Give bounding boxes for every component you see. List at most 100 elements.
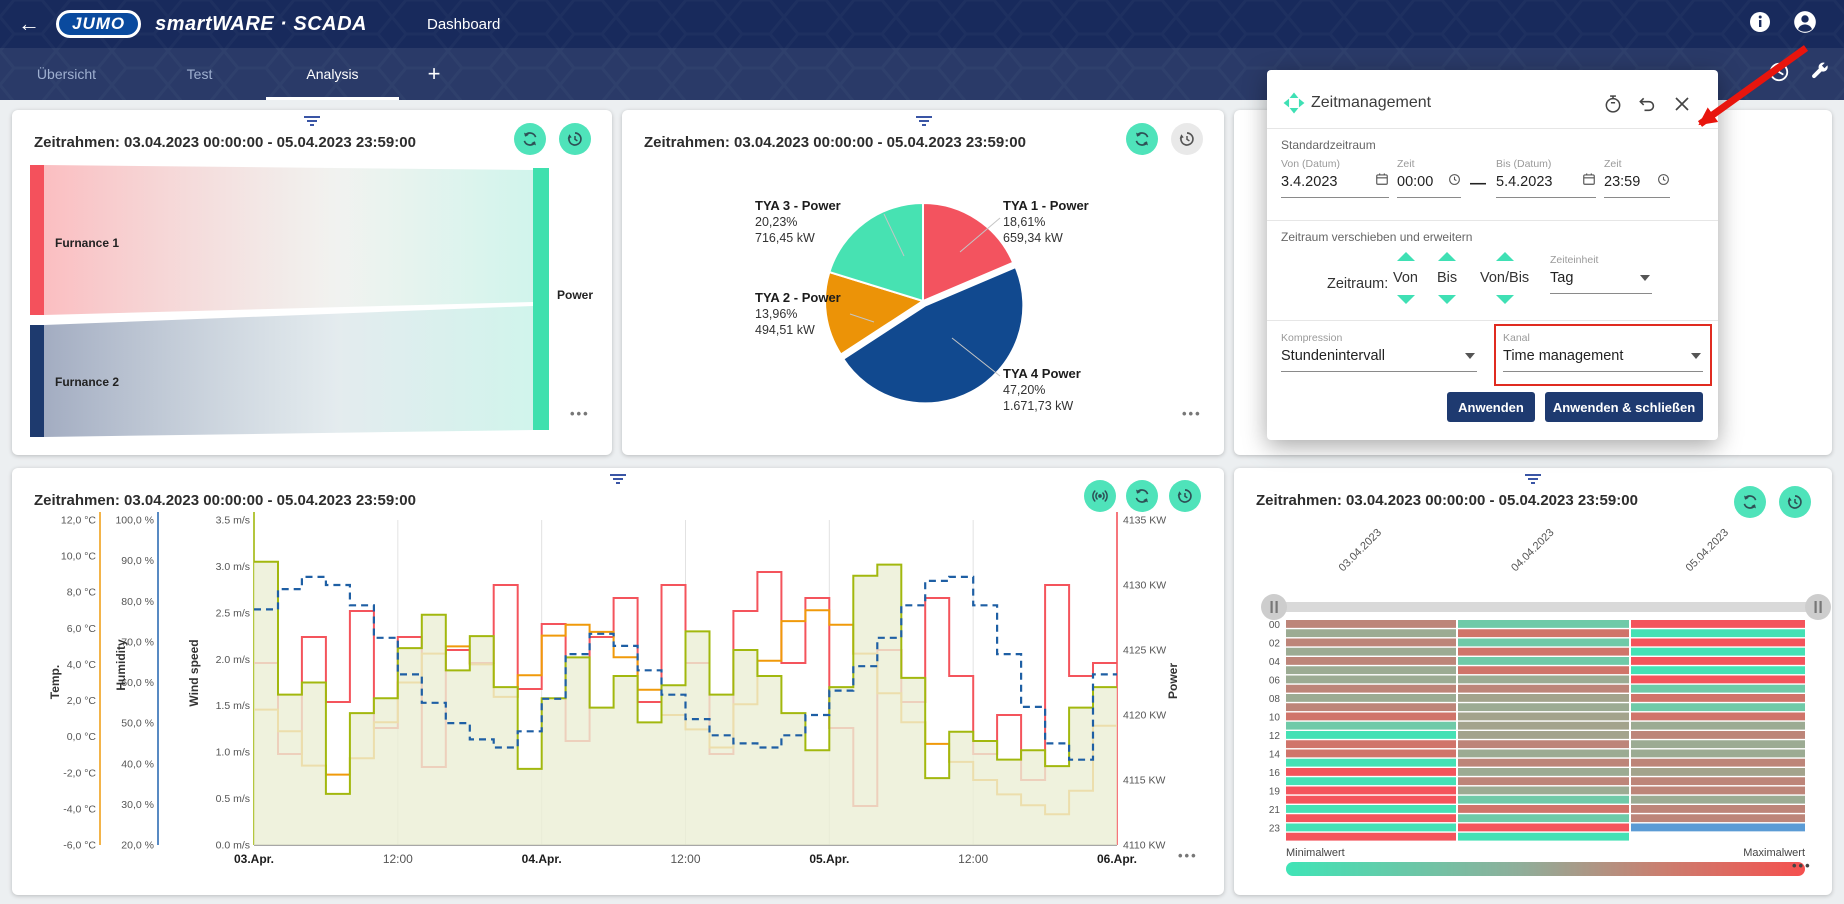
heatmap-cell[interactable] bbox=[1286, 684, 1456, 693]
heatmap-cell[interactable] bbox=[1458, 786, 1629, 795]
anwenden-button[interactable]: Anwenden bbox=[1447, 392, 1535, 422]
tab-analysis[interactable]: Analysis bbox=[266, 48, 399, 100]
tab-uebersicht[interactable]: Übersicht bbox=[36, 66, 97, 82]
more-options-icon[interactable]: ••• bbox=[1792, 858, 1812, 873]
increase-bis-icon[interactable] bbox=[1438, 252, 1457, 261]
decrease-von-icon[interactable] bbox=[1396, 295, 1415, 304]
heatmap-cell[interactable] bbox=[1286, 675, 1456, 684]
slider-handle[interactable] bbox=[1261, 594, 1287, 620]
increase-vonbis-icon[interactable] bbox=[1495, 252, 1514, 261]
clock-icon[interactable] bbox=[1448, 173, 1461, 189]
history-button[interactable] bbox=[559, 123, 591, 155]
heatmap-cell[interactable] bbox=[1458, 823, 1629, 832]
refresh-button[interactable] bbox=[1126, 123, 1158, 155]
wrench-icon[interactable] bbox=[1808, 61, 1830, 88]
heatmap-cell[interactable] bbox=[1458, 620, 1629, 628]
heatmap-cell[interactable] bbox=[1631, 712, 1805, 721]
bis-datum-field[interactable]: Bis (Datum) 5.4.2023 bbox=[1496, 158, 1596, 198]
heatmap-cell[interactable] bbox=[1458, 777, 1629, 786]
heatmap-cell[interactable] bbox=[1286, 805, 1456, 813]
live-button[interactable] bbox=[1084, 480, 1116, 512]
heatmap-cell[interactable] bbox=[1458, 814, 1629, 823]
heatmap-cell[interactable] bbox=[1631, 657, 1805, 665]
heatmap-cell[interactable] bbox=[1286, 712, 1456, 721]
heatmap-cell[interactable] bbox=[1631, 684, 1805, 693]
heatmap-cell[interactable] bbox=[1286, 832, 1456, 841]
heatmap-cell[interactable] bbox=[1286, 703, 1456, 712]
heatmap-cell[interactable] bbox=[1631, 675, 1805, 684]
history-button[interactable] bbox=[1169, 480, 1201, 512]
close-icon[interactable] bbox=[1673, 95, 1691, 116]
heatmap-cell[interactable] bbox=[1286, 620, 1456, 628]
heatmap-cell[interactable] bbox=[1631, 666, 1805, 675]
zeit-bis-field[interactable]: Zeit 23:59 bbox=[1604, 158, 1670, 198]
heatmap-cell[interactable] bbox=[1286, 721, 1456, 730]
zeit-von-field[interactable]: Zeit 00:00 bbox=[1397, 158, 1461, 198]
more-options-icon[interactable]: ••• bbox=[570, 406, 590, 421]
heatmap-cell[interactable] bbox=[1286, 731, 1456, 739]
time-management-icon[interactable] bbox=[1768, 61, 1790, 88]
heatmap-cell[interactable] bbox=[1286, 638, 1456, 647]
heatmap-cell[interactable] bbox=[1458, 758, 1629, 767]
heatmap-cell[interactable] bbox=[1631, 694, 1805, 702]
heatmap-cell[interactable] bbox=[1286, 814, 1456, 823]
more-options-icon[interactable]: ••• bbox=[1182, 406, 1202, 421]
undo-icon[interactable] bbox=[1637, 95, 1657, 118]
filter-icon[interactable] bbox=[302, 116, 322, 130]
history-button[interactable] bbox=[1779, 486, 1811, 518]
heatmap-cell[interactable] bbox=[1631, 758, 1805, 767]
more-options-icon[interactable]: ••• bbox=[1178, 848, 1198, 863]
heatmap-cell[interactable] bbox=[1631, 777, 1805, 786]
refresh-button[interactable] bbox=[1126, 480, 1158, 512]
heatmap-cell[interactable] bbox=[1286, 777, 1456, 786]
heatmap-cell[interactable] bbox=[1286, 758, 1456, 767]
heatmap-cell[interactable] bbox=[1458, 749, 1629, 758]
heatmap-cell[interactable] bbox=[1286, 795, 1456, 804]
filter-icon[interactable] bbox=[608, 474, 628, 488]
heatmap-cell[interactable] bbox=[1286, 740, 1456, 749]
heatmap-cell[interactable] bbox=[1458, 629, 1629, 638]
anwenden-schliessen-button[interactable]: Anwenden & schließen bbox=[1545, 392, 1703, 422]
heatmap-cell[interactable] bbox=[1458, 684, 1629, 693]
heatmap-cell[interactable] bbox=[1631, 823, 1805, 832]
heatmap-cell[interactable] bbox=[1458, 832, 1629, 841]
kompression-select[interactable]: Kompression Stundenintervall bbox=[1281, 332, 1477, 372]
decrease-bis-icon[interactable] bbox=[1438, 295, 1457, 304]
heatmap-cell[interactable] bbox=[1286, 647, 1456, 656]
decrease-vonbis-icon[interactable] bbox=[1495, 295, 1514, 304]
filter-icon[interactable] bbox=[914, 116, 934, 130]
heatmap-cell[interactable] bbox=[1458, 638, 1629, 647]
heatmap-cell[interactable] bbox=[1458, 740, 1629, 749]
heatmap-cell[interactable] bbox=[1286, 666, 1456, 675]
kanal-select[interactable]: Kanal Time management bbox=[1503, 332, 1703, 372]
von-datum-field[interactable]: Von (Datum) 3.4.2023 bbox=[1281, 158, 1389, 198]
refresh-button[interactable] bbox=[514, 123, 546, 155]
heatmap-cell[interactable] bbox=[1458, 675, 1629, 684]
heatmap-cell[interactable] bbox=[1631, 629, 1805, 638]
heatmap-cell[interactable] bbox=[1458, 694, 1629, 702]
heatmap-cell[interactable] bbox=[1458, 731, 1629, 739]
timer-icon[interactable] bbox=[1603, 94, 1623, 117]
heatmap-cell[interactable] bbox=[1286, 823, 1456, 832]
heatmap-cell[interactable] bbox=[1631, 805, 1805, 813]
back-arrow-icon[interactable]: ← bbox=[18, 11, 40, 36]
heatmap-cell[interactable] bbox=[1286, 657, 1456, 665]
calendar-icon[interactable] bbox=[1375, 172, 1389, 189]
clock-icon[interactable] bbox=[1657, 173, 1670, 189]
heatmap-cell[interactable] bbox=[1631, 703, 1805, 712]
heatmap-cell[interactable] bbox=[1631, 620, 1805, 628]
heatmap-cell[interactable] bbox=[1631, 768, 1805, 776]
zeiteinheit-select[interactable]: Zeiteinheit Tag bbox=[1550, 254, 1652, 294]
heatmap-cell[interactable] bbox=[1458, 768, 1629, 776]
calendar-icon[interactable] bbox=[1582, 172, 1596, 189]
heatmap-cell[interactable] bbox=[1631, 647, 1805, 656]
heatmap-cell[interactable] bbox=[1458, 666, 1629, 675]
info-icon[interactable] bbox=[1748, 10, 1772, 39]
heatmap-cell[interactable] bbox=[1631, 638, 1805, 647]
heatmap-cell[interactable] bbox=[1286, 629, 1456, 638]
heatmap-cell[interactable] bbox=[1286, 768, 1456, 776]
slider-handle[interactable] bbox=[1805, 594, 1831, 620]
account-icon[interactable] bbox=[1792, 9, 1818, 40]
heatmap-cell[interactable] bbox=[1286, 786, 1456, 795]
heatmap-cell[interactable] bbox=[1458, 721, 1629, 730]
